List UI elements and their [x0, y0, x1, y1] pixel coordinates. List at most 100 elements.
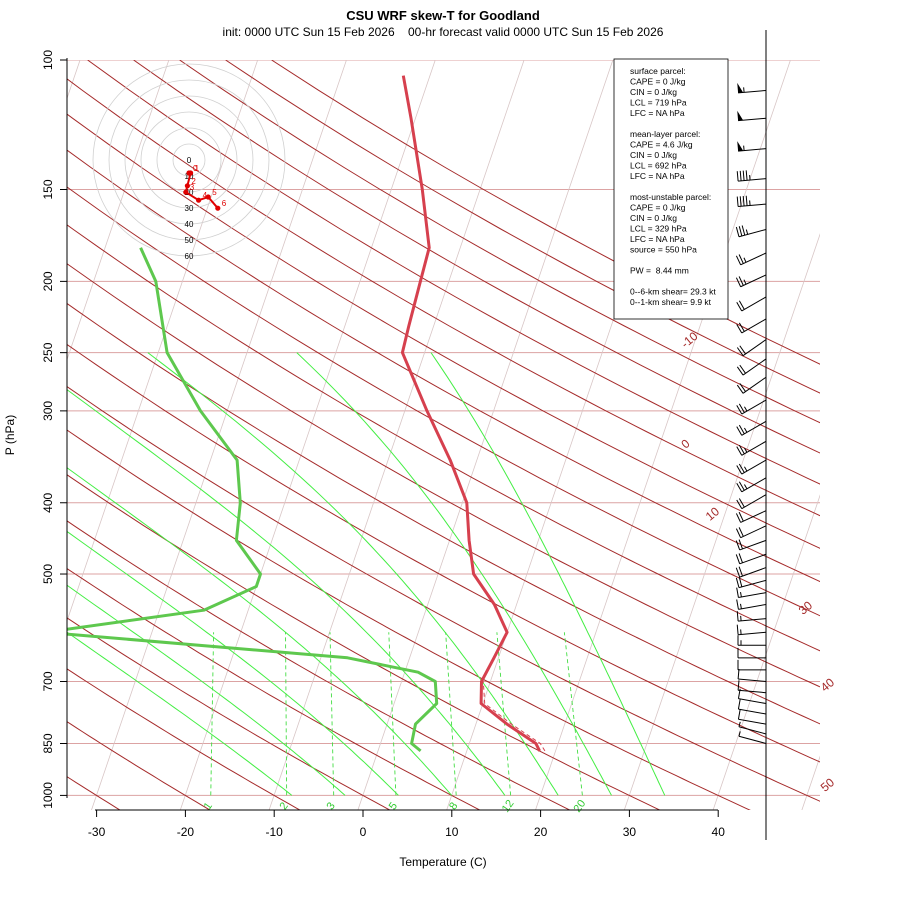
wind-barb: [735, 510, 767, 523]
wind-barb-feather: [738, 498, 745, 508]
moist-adiabats: [67, 352, 666, 796]
isotherm-line: [357, 60, 614, 810]
pressure-tick-label: 700: [41, 671, 55, 691]
wind-barb-feather: [736, 611, 739, 622]
wind-barbs: [735, 82, 767, 744]
hodograph-ring-label: 50: [185, 236, 194, 245]
mixing-ratio-label: 1: [202, 800, 215, 812]
sounding-traces: [67, 75, 546, 753]
temperature-tick-label: -30: [88, 825, 106, 839]
wind-barb-feather: [739, 345, 746, 355]
wind-barb-feather: [736, 171, 739, 182]
wind-barb: [737, 669, 767, 682]
temperature-tick-label: 0: [360, 825, 367, 839]
dry-adiabat-line: [67, 302, 820, 725]
wind-barb-pennant: [737, 141, 744, 152]
mixing-ratio-label: 2: [278, 800, 291, 812]
pressure-tick-label: 200: [41, 271, 55, 291]
dry-adiabat-line: [271, 60, 820, 365]
legend-line: LCL = 719 hPa: [630, 98, 687, 108]
wind-barb: [736, 440, 767, 456]
wind-barb-staff: [738, 579, 767, 589]
wind-barb-half-feather: [744, 427, 748, 433]
chart-title: CSU WRF skew-T for Goodland: [346, 8, 540, 23]
isotherm-line: [67, 60, 170, 361]
temperature-trace: [400, 75, 541, 752]
wind-barb-feather: [736, 446, 743, 456]
wind-barb-feather: [737, 680, 740, 691]
wind-barb-feather: [739, 383, 746, 392]
dry-adiabat-line: [225, 60, 820, 394]
wind-barb-feather: [738, 527, 744, 537]
wind-barb-feather: [736, 324, 743, 334]
wind-barb-feather: [735, 277, 742, 287]
wind-barb: [736, 195, 767, 208]
wind-barb-half-feather: [738, 731, 741, 737]
hodograph-point-label: 2: [191, 177, 196, 186]
wind-barb: [737, 647, 766, 659]
hodograph-point-label: 6: [222, 199, 227, 208]
mixing-ratio-lines: [210, 632, 583, 796]
hodograph-point: [184, 183, 190, 189]
legend-line: 0--1-km shear= 9.9 kt: [630, 297, 712, 307]
wind-barb-staff: [739, 553, 767, 565]
wind-barb-feather: [736, 426, 743, 436]
hodograph-point-label: 4: [203, 191, 208, 200]
moist-adiabat-line: [67, 530, 399, 796]
pressure-tick-label: 850: [41, 733, 55, 753]
temperature-tick-label: -20: [177, 825, 195, 839]
hodograph-ring-label: 20: [185, 188, 194, 197]
dewpoint-trace: [67, 247, 439, 753]
hodograph-ring: [140, 111, 238, 209]
mixing-ratio-line: [210, 632, 215, 796]
wind-barb-staff: [740, 510, 767, 523]
wind-barb: [735, 225, 767, 238]
wind-barb-feather: [736, 302, 743, 312]
wind-barb-staff: [738, 631, 767, 636]
wind-barb-staff: [741, 399, 767, 415]
hodograph-ring-label: 30: [185, 204, 194, 213]
wind-barb: [737, 680, 767, 694]
wind-barb-staff: [738, 89, 767, 94]
legend-line: 0--6-km shear= 29.3 kt: [630, 287, 716, 297]
wind-barb-staff: [738, 689, 767, 694]
wind-barb-feather: [745, 195, 748, 206]
wind-barb-feather: [742, 170, 745, 181]
wind-barb: [737, 659, 766, 671]
wind-barb: [737, 688, 767, 705]
dry-adiabat-line: [67, 113, 820, 549]
moist-adiabat-line: [67, 584, 346, 796]
legend-line: PW = 8.44 mm: [630, 266, 689, 276]
wind-barb-staff: [738, 148, 767, 152]
wind-barb: [736, 358, 767, 376]
wind-barb-feather: [739, 364, 746, 374]
hodograph-point-label: 5: [212, 188, 217, 197]
wind-barb-feather: [738, 276, 744, 286]
wind-barb-staff: [738, 735, 767, 744]
dry-adiabat-line: [67, 617, 391, 810]
wind-barb-half-feather: [744, 406, 748, 412]
wind-barb-feather: [738, 300, 745, 310]
wind-barb: [737, 699, 767, 715]
temperature-tick-label: 30: [623, 825, 637, 839]
wind-barb-half-feather: [744, 447, 748, 453]
wind-barb: [736, 399, 767, 415]
wind-barb: [735, 274, 767, 288]
wind-barb-feather: [738, 539, 743, 550]
moist-adiabat-line: [67, 467, 453, 796]
pressure-tick-label: 100: [41, 50, 55, 70]
hodograph-point: [205, 194, 211, 200]
hodograph-ring-label: 60: [185, 252, 194, 261]
temperature-tick-label: 20: [534, 825, 548, 839]
wind-barb-staff: [741, 420, 767, 436]
wind-barb-half-feather: [744, 466, 748, 472]
wind-barb-feather: [736, 482, 743, 493]
wind-barb-feather: [738, 226, 743, 237]
dry-adiabat-line: [179, 60, 820, 424]
wind-barb: [735, 553, 767, 565]
wind-barb: [736, 420, 767, 436]
isotherm-line: [623, 233, 820, 810]
